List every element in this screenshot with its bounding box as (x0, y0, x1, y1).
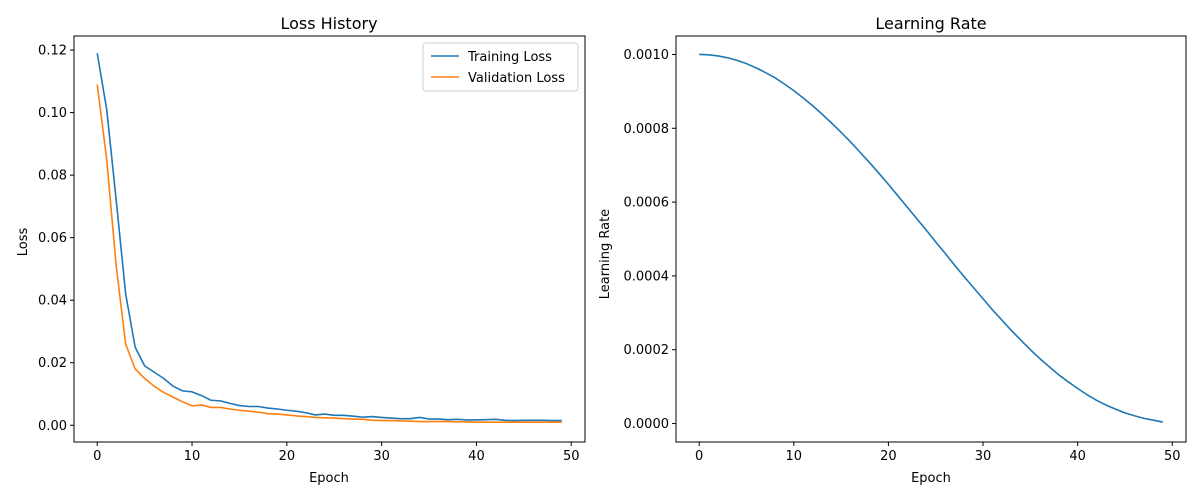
y-tick-label: 0.0000 (624, 417, 670, 432)
x-tick-label: 20 (880, 449, 897, 464)
x-tick-label: 10 (786, 449, 803, 464)
x-tick-label: 40 (468, 449, 485, 464)
x-tick-label: 20 (279, 449, 296, 464)
loss-history-chart: Loss History Epoch Loss 0 10 20 30 40 500.000… (16, 14, 586, 486)
x-tick-label: 30 (975, 449, 992, 464)
y-tick-label: 0.08 (38, 169, 67, 184)
y-tick-label: 0.04 (38, 294, 67, 309)
chart-title: Learning Rate (875, 14, 986, 33)
y-tick-label: 0.06 (38, 231, 67, 246)
legend-label-validation: Validation Loss (468, 71, 565, 86)
y-tick-label: 0.0008 (624, 122, 670, 137)
plot-area: 0 10 20 30 40 50 0.0000 0.0002 0.0004 0.0006 0.000… (624, 48, 1181, 464)
plot-frame (73, 35, 586, 443)
x-tick-label: 50 (1164, 449, 1181, 464)
legend-label-training: Training Loss (467, 50, 552, 65)
plot-area: 0 10 20 30 40 50 0.00 0.02 0.04 0.06 0.08 0.10 0.12 (38, 44, 579, 464)
y-tick-label: 0.0002 (624, 343, 670, 358)
x-tick-label: 50 (563, 449, 580, 464)
training-loss-line (96, 53, 562, 422)
y-axis-label: Learning Rate (598, 209, 613, 299)
y-tick-label: 0.00 (38, 419, 67, 434)
x-tick-label: 40 (1069, 449, 1086, 464)
x-tick-label: 0 (695, 449, 703, 464)
x-tick-label: 10 (184, 449, 201, 464)
x-axis-label: Epoch (911, 471, 951, 486)
y-tick-label: 0.0010 (624, 48, 670, 63)
y-tick-label: 0.0004 (624, 269, 670, 284)
y-tick-label: 0.12 (38, 44, 67, 59)
x-tick-label: 0 (93, 449, 101, 464)
y-axis-label: Loss (16, 228, 31, 257)
y-tick-label: 0.0006 (624, 196, 670, 211)
y-tick-label: 0.02 (38, 356, 67, 371)
y-tick-label: 0.10 (38, 106, 67, 121)
legend-box (422, 42, 579, 92)
legend: Training Loss Validation Loss (422, 42, 579, 92)
learning-rate-line (699, 53, 1163, 423)
x-tick-label: 30 (373, 449, 390, 464)
chart-title: Loss History (280, 14, 377, 33)
learning-rate-chart: Learning Rate Epoch Learning Rate 0 10 20 3… (598, 14, 1187, 486)
x-axis-label: Epoch (309, 471, 349, 486)
validation-loss-line (96, 84, 562, 423)
plot-frame (675, 35, 1187, 443)
